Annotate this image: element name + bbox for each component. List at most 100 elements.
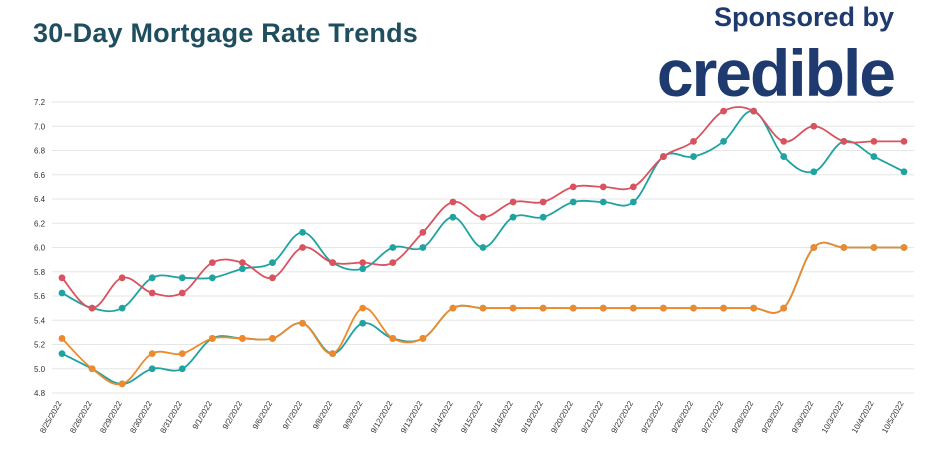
y-tick-label: 7.2 (34, 98, 46, 107)
data-point (329, 350, 337, 357)
data-point (870, 138, 878, 145)
data-point (359, 265, 367, 273)
data-point (419, 244, 427, 251)
x-tick-label: 9/15/2022 (459, 399, 485, 435)
data-point (569, 198, 577, 206)
series-line (61, 241, 904, 385)
data-point (509, 304, 517, 312)
sponsor-block: Sponsored by credible (657, 2, 896, 106)
data-point (870, 244, 878, 251)
y-tick-label: 5.8 (34, 268, 46, 277)
data-point (239, 265, 246, 273)
data-point (148, 365, 156, 373)
x-tick-label: 10/5/2022 (880, 399, 906, 435)
data-point (810, 244, 818, 251)
x-tick-label: 8/26/2022 (68, 399, 94, 435)
series-1 (58, 107, 908, 313)
data-point (539, 304, 547, 312)
data-point (780, 138, 788, 145)
data-point (720, 138, 727, 145)
data-point (299, 244, 306, 251)
data-point (629, 304, 637, 312)
data-point (840, 138, 848, 145)
series-lines (58, 106, 908, 388)
data-point (88, 304, 96, 312)
x-tick-label: 9/20/2022 (549, 399, 575, 435)
data-point (239, 259, 246, 267)
data-point (419, 335, 427, 342)
data-point (509, 213, 517, 221)
data-point (88, 365, 96, 373)
data-point (539, 213, 547, 221)
data-point (870, 153, 878, 160)
y-tick-label: 5.4 (34, 316, 46, 325)
x-tick-label: 9/6/2022 (251, 399, 275, 431)
data-point (900, 168, 908, 176)
data-point (239, 335, 246, 342)
x-axis-ticks: 8/25/2022 8/26/2022 8/29/2022 8/30/2022 8/31… (38, 399, 906, 435)
data-point (148, 289, 156, 297)
data-point (58, 350, 66, 357)
data-point (690, 304, 697, 312)
data-point (629, 183, 637, 191)
data-point (389, 259, 397, 267)
x-tick-label: 9/7/2022 (281, 399, 305, 431)
x-tick-label: 9/16/2022 (489, 399, 515, 435)
sponsor-label: Sponsored by (713, 2, 894, 32)
data-point (178, 274, 186, 282)
data-point (449, 304, 457, 312)
x-tick-label: 9/19/2022 (519, 399, 545, 435)
y-tick-label: 6.0 (34, 244, 46, 253)
data-point (840, 244, 848, 251)
series-line (61, 110, 905, 313)
data-point (569, 183, 577, 191)
data-point (118, 380, 126, 388)
data-point (810, 122, 818, 130)
x-tick-label: 9/23/2022 (640, 399, 666, 435)
data-point (690, 138, 697, 145)
data-point (720, 304, 727, 312)
data-point (900, 138, 908, 145)
y-tick-label: 6.8 (34, 147, 46, 156)
x-tick-label: 9/22/2022 (609, 399, 635, 435)
data-point (389, 335, 397, 342)
x-tick-label: 10/3/2022 (820, 399, 846, 435)
data-point (629, 198, 637, 206)
y-tick-label: 7.0 (34, 122, 46, 131)
y-tick-label: 5.0 (34, 365, 46, 374)
data-point (58, 335, 66, 342)
x-tick-label: 9/26/2022 (670, 399, 696, 435)
data-point (299, 228, 306, 236)
data-point (178, 365, 186, 373)
x-tick-label: 9/9/2022 (341, 399, 365, 431)
x-tick-label: 8/29/2022 (98, 399, 124, 435)
grid-lines (52, 101, 914, 394)
data-point (660, 304, 667, 312)
chart-title: 30-Day Mortgage Rate Trends (33, 18, 419, 48)
data-point (449, 213, 457, 221)
y-tick-label: 6.4 (34, 195, 46, 204)
data-point (269, 274, 276, 282)
data-point (599, 183, 607, 191)
data-point (178, 350, 186, 357)
data-point (148, 350, 156, 357)
x-tick-label: 8/31/2022 (158, 399, 184, 435)
y-tick-label: 6.6 (34, 171, 46, 180)
data-point (539, 198, 547, 206)
data-point (269, 335, 276, 342)
data-point (900, 244, 908, 251)
data-point (720, 107, 727, 115)
x-tick-label: 9/27/2022 (700, 399, 726, 435)
x-tick-label: 9/14/2022 (429, 399, 455, 435)
data-point (58, 274, 66, 282)
data-point (389, 244, 397, 251)
data-point (269, 259, 276, 267)
x-tick-label: 9/21/2022 (579, 399, 605, 435)
data-point (208, 335, 216, 342)
data-point (359, 304, 367, 312)
data-point (780, 153, 788, 160)
series-3 (58, 241, 908, 388)
x-tick-label: 9/12/2022 (369, 399, 395, 435)
data-point (208, 274, 216, 282)
